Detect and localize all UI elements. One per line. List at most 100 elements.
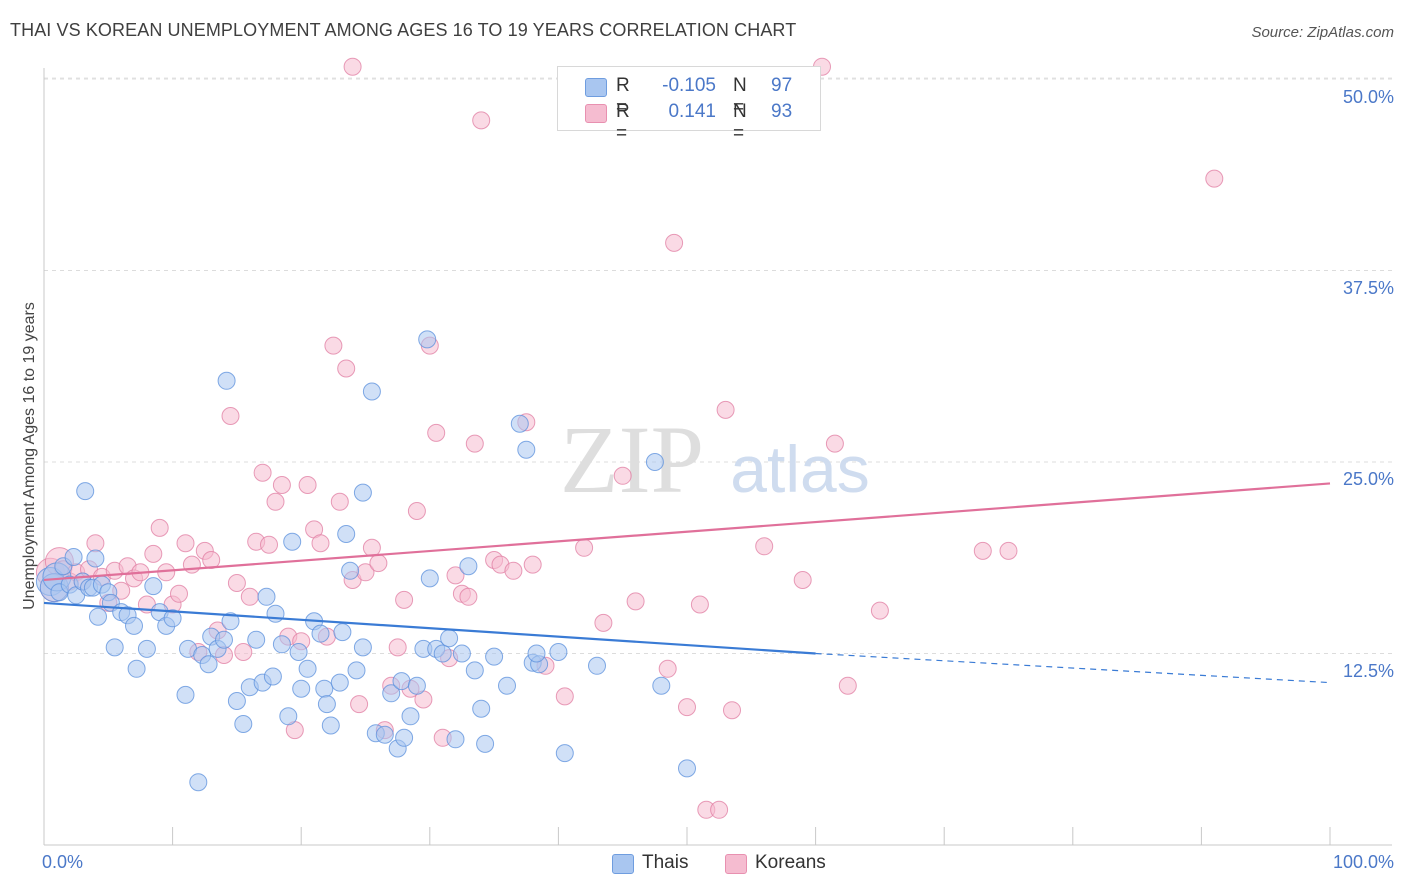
thais-point xyxy=(498,676,516,695)
thais-point xyxy=(283,532,302,551)
thais-trend-line xyxy=(43,601,816,655)
thais-point xyxy=(549,643,568,661)
thais-point xyxy=(527,644,546,663)
legend-thais-r-value: -0.105 xyxy=(662,75,716,96)
thais-point xyxy=(440,629,459,648)
legend-thais-r-label: R = xyxy=(616,75,630,118)
legend-koreans-r-label: R = xyxy=(616,101,630,144)
koreans-point xyxy=(395,590,414,609)
legend-koreans-n-label: N = xyxy=(733,101,747,144)
grid-lines xyxy=(44,77,1392,654)
legend-thais-n-label: N = xyxy=(733,75,747,118)
thais-point xyxy=(459,557,478,576)
koreans-point xyxy=(330,492,349,511)
koreans-point xyxy=(427,423,446,442)
thais-point xyxy=(263,667,282,686)
koreans-point xyxy=(311,534,330,553)
thais-point xyxy=(221,612,240,631)
koreans-point xyxy=(260,535,278,554)
koreans-point xyxy=(838,676,857,695)
koreans-trend-line xyxy=(43,482,1331,582)
watermark-zip: ZIP xyxy=(560,406,704,513)
thais-point xyxy=(485,647,504,666)
thais-point xyxy=(176,685,195,704)
koreans-point xyxy=(723,701,741,720)
koreans-point xyxy=(144,544,163,563)
thais-point xyxy=(465,661,484,680)
thais-point xyxy=(418,330,437,349)
thais-point xyxy=(652,676,671,695)
thais-point xyxy=(76,482,95,501)
axes xyxy=(43,68,1392,846)
thais-point xyxy=(353,483,372,502)
koreans-legend-label: Koreans xyxy=(755,852,826,873)
thais-point xyxy=(125,616,143,635)
koreans-point xyxy=(690,595,709,614)
koreans-point xyxy=(613,466,632,485)
series-thais xyxy=(35,330,696,792)
thais-point xyxy=(476,734,495,753)
koreans-point xyxy=(710,800,729,819)
thais-point xyxy=(227,692,246,710)
correlation-legend: R = -0.105 N = 97 R = 0.141 N = 93 xyxy=(557,66,821,144)
thais-point xyxy=(64,548,83,566)
koreans-point xyxy=(665,233,684,252)
koreans-point xyxy=(176,534,195,553)
x-tick-max: 100.0% xyxy=(1332,852,1394,872)
thais-point xyxy=(347,661,366,680)
koreans-point xyxy=(253,463,272,482)
koreans-point xyxy=(266,492,285,511)
thais-point xyxy=(510,414,529,433)
thais-point xyxy=(89,607,107,626)
thais-point xyxy=(395,728,414,747)
y-tick-25: 25.0% xyxy=(1342,469,1394,489)
thais-legend-icon xyxy=(612,854,634,874)
legend-thais-n-value: 97 xyxy=(771,75,793,96)
watermark-atlas: atlas xyxy=(730,432,869,506)
thais-point xyxy=(362,382,381,401)
koreans-point xyxy=(272,476,291,494)
thais-point xyxy=(555,744,574,763)
y-tick-37-5: 37.5% xyxy=(1342,278,1394,298)
thais-point xyxy=(382,684,401,703)
koreans-point xyxy=(459,587,478,606)
koreans-swatch-icon xyxy=(585,104,607,123)
thais-point xyxy=(163,609,182,628)
thais-point xyxy=(127,659,146,678)
thais-point xyxy=(257,587,276,606)
thais-point xyxy=(678,759,696,778)
thais-point xyxy=(247,630,266,649)
koreans-point xyxy=(555,687,574,706)
koreans-legend-icon xyxy=(725,854,747,874)
thais-swatch-icon xyxy=(585,78,607,97)
thais-point xyxy=(105,638,124,657)
koreans-point xyxy=(234,643,253,661)
thais-point xyxy=(266,604,285,623)
koreans-point xyxy=(407,502,426,520)
koreans-point xyxy=(170,584,188,603)
thais-point xyxy=(645,453,664,471)
trend-lines xyxy=(43,482,1331,684)
thais-point xyxy=(433,644,452,663)
koreans-point xyxy=(523,555,542,574)
koreans-point xyxy=(388,638,407,657)
koreans-point xyxy=(825,434,844,453)
thais-legend-label: Thais xyxy=(642,852,689,873)
thais-point xyxy=(517,440,536,459)
thais-point xyxy=(189,773,208,792)
koreans-point xyxy=(182,555,201,574)
thais-point xyxy=(392,672,411,691)
thais-point xyxy=(452,644,471,663)
koreans-point xyxy=(324,336,343,355)
koreans-point xyxy=(221,407,240,425)
chart-source: Source: ZipAtlas.com xyxy=(1251,24,1394,41)
thais-point xyxy=(330,673,349,692)
koreans-point xyxy=(658,659,677,678)
koreans-point xyxy=(298,476,317,494)
legend-koreans-n-value: 93 xyxy=(771,101,793,122)
koreans-point xyxy=(626,592,645,611)
koreans-point xyxy=(343,57,362,76)
thais-point xyxy=(333,623,352,642)
thais-point xyxy=(311,624,330,643)
